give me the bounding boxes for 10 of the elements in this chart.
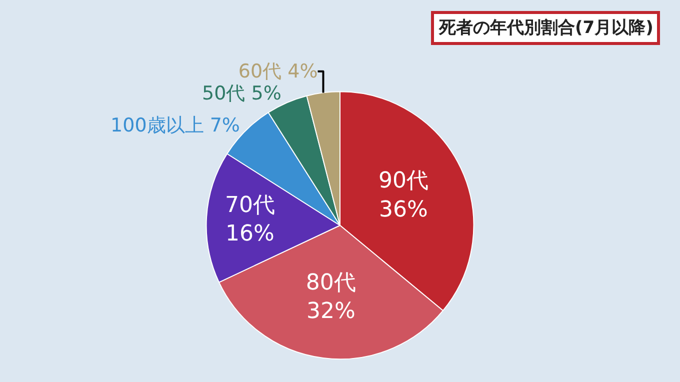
data-label: 16% [225, 222, 274, 247]
slice-label: 50代 5% [202, 82, 282, 104]
data-label: 32% [306, 299, 356, 324]
slice-label: 60代 4% [238, 60, 318, 82]
slice-label: 70代 [224, 192, 275, 218]
slice-label: 100歳以上 7% [110, 114, 240, 136]
slice-label: 80代 [306, 270, 356, 296]
slice-label: 90代 [378, 168, 429, 194]
data-label: 36% [379, 197, 428, 222]
text: 死者の年代別割合(7月以降) [438, 18, 654, 38]
